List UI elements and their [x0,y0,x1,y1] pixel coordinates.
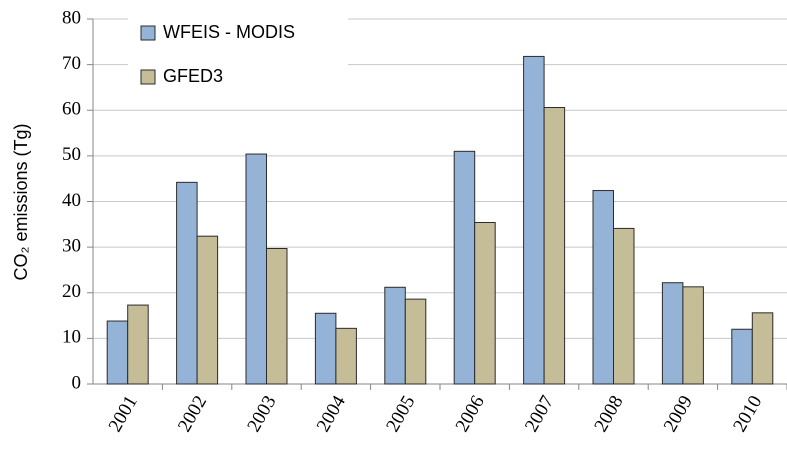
y-tick-label: 40 [62,190,81,211]
bar [404,298,427,385]
bar [176,181,198,385]
bar [106,320,129,385]
bar [474,221,496,385]
bar [682,286,704,385]
bar [661,282,684,385]
x-tick-label: 2006 [452,392,489,435]
x-tick-label: 2009 [660,392,697,435]
bar [314,312,337,385]
y-tick-label: 10 [62,327,81,348]
x-tick-label: 2004 [313,392,350,436]
bar [266,247,288,385]
x-tick-label: 2005 [382,392,419,435]
y-tick-label: 50 [62,144,81,165]
y-tick-label: 80 [62,7,81,28]
x-tick-label: 2001 [105,392,142,435]
x-tick-label: 2008 [590,392,627,435]
y-tick-label: 30 [62,235,81,256]
x-tick-label: 2010 [729,392,766,435]
bar [453,150,476,385]
bar [523,55,545,385]
bar [335,327,357,385]
x-tick-label: 2003 [243,392,280,435]
legend-swatch [140,69,156,85]
bar [384,286,406,385]
bar [613,227,635,385]
legend-box [128,10,348,96]
bar [245,153,267,385]
bar [751,312,774,385]
legend-label: GFED3 [163,66,223,86]
y-tick-label: 70 [62,53,81,74]
y-tick-label: 60 [62,99,81,120]
x-tick-label: 2002 [174,392,211,435]
y-tick-label: 20 [62,281,81,302]
y-axis-label: CO₂ emissions (Tg) [11,123,31,280]
x-tick-label: 2007 [521,392,558,435]
y-tick-label: 0 [72,372,82,393]
bar [127,304,149,385]
bar [592,190,614,385]
bar [543,107,566,385]
legend-label: WFEIS - MODIS [163,22,295,42]
bar [731,328,753,385]
legend-swatch [140,25,156,41]
bar [196,235,219,385]
